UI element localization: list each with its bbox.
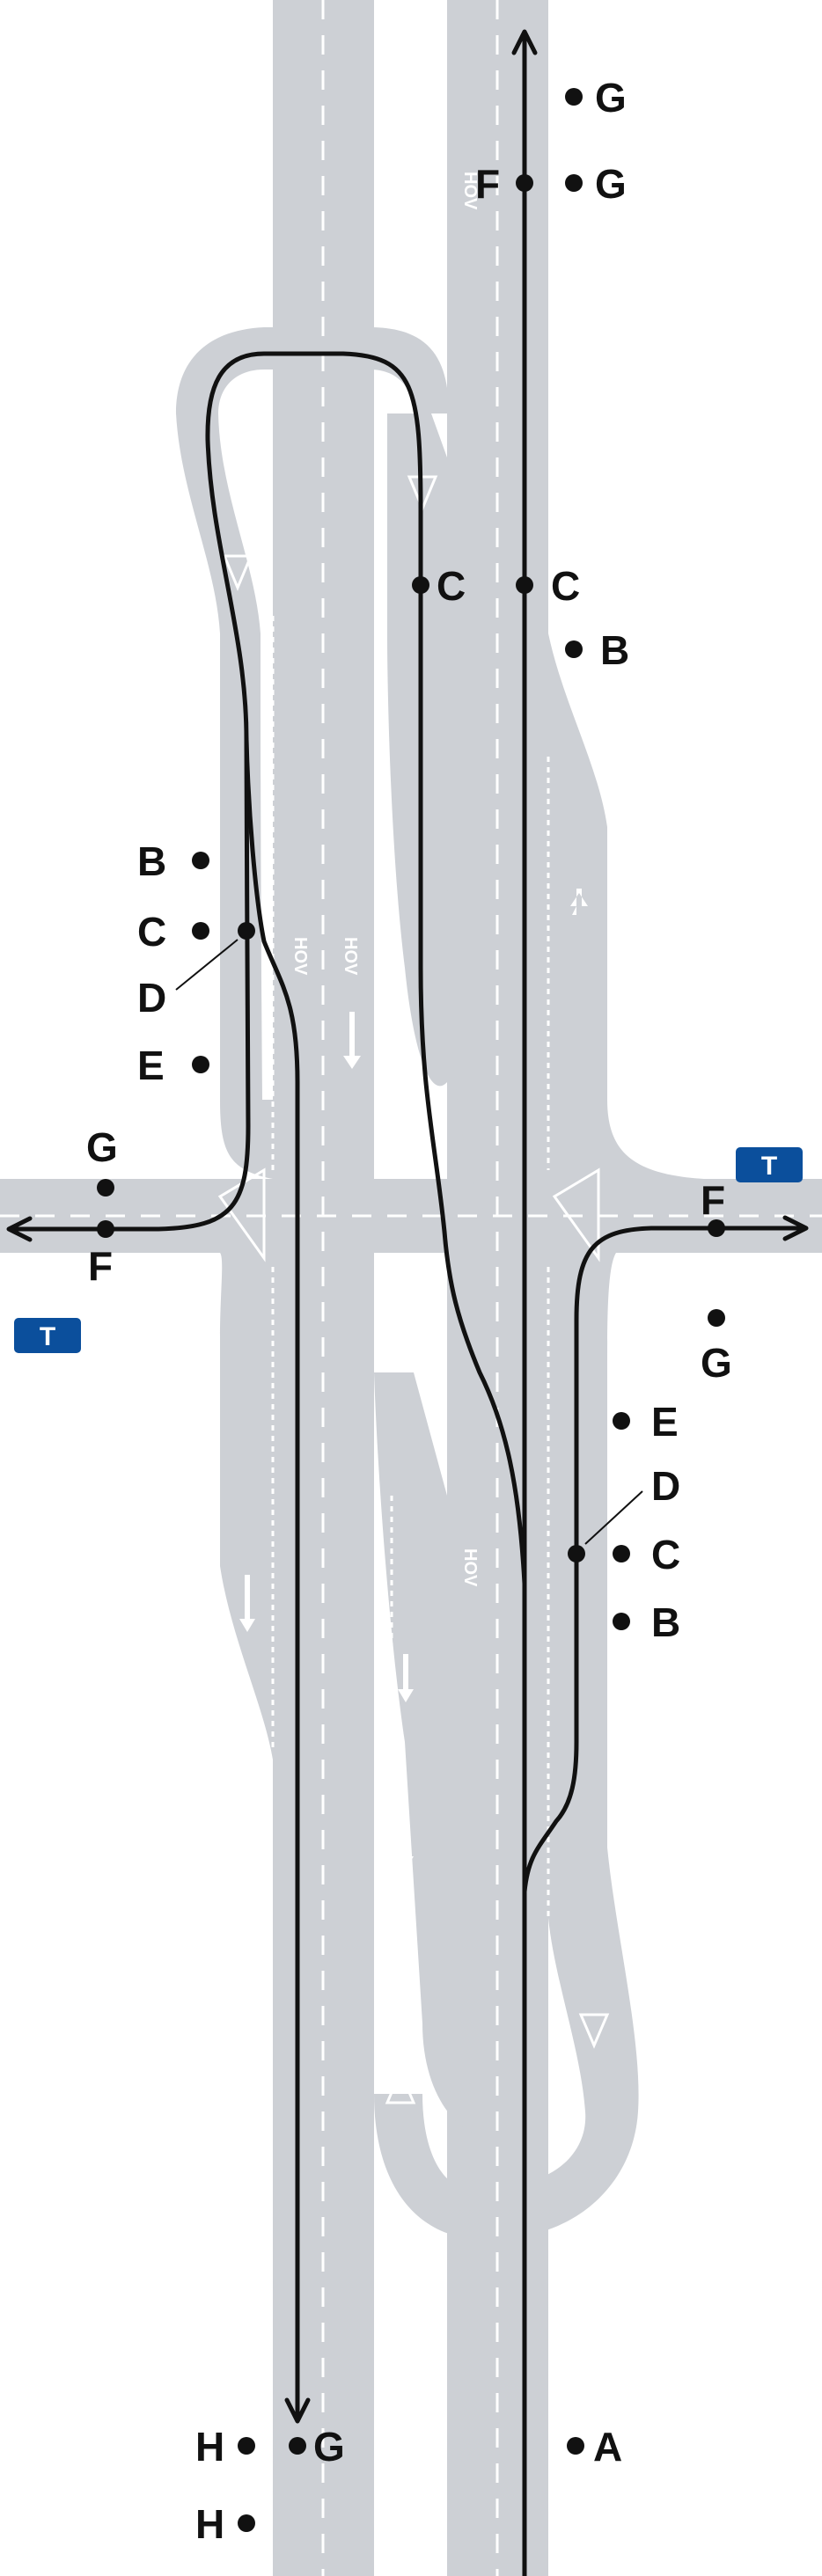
hov-marking: HOV [460,1548,480,1587]
arrowhead-icon [782,1215,809,1241]
label-c: C [651,1532,680,1577]
label-f: F [475,161,500,207]
point-labels: G F G C C B B C D E G F F G E D C B H G … [86,75,732,2547]
lane-arrow-icon [398,1654,414,1702]
east-ramp-north [548,633,704,1214]
label-b: B [137,838,166,884]
east-ramp-south [528,1253,639,2235]
label-b: B [651,1599,680,1645]
label-h: H [195,2424,224,2470]
label-d: D [137,975,166,1021]
lane-arrow-icon [570,889,588,915]
label-e: E [651,1399,679,1445]
label-g: G [595,75,627,121]
west-ramp-south [220,1253,273,1760]
central-ramp-north [387,413,493,1496]
route-east-exit [522,1226,805,1894]
sign-text: T [761,1152,777,1181]
label-g: G [701,1340,732,1386]
transit-sign-east: T [736,1147,803,1182]
label-c: C [551,563,580,609]
hov-marking: HOV [290,937,310,976]
route-west-exit [10,736,251,1232]
lane-arrow-icon [343,1012,361,1069]
label-c: C [137,909,166,955]
yield-triangle-icon [222,554,253,591]
label-h: H [195,2501,224,2547]
transit-sign-west: T [14,1318,81,1353]
yield-triangle-icon [385,2068,416,2104]
lane-arrow-icon [398,1821,414,1870]
arrowhead-icon [511,29,538,55]
hov-pavement-text: HOV HOV HOV HOV [290,172,480,1587]
label-f: F [701,1177,725,1223]
label-a: A [593,2424,622,2470]
route-southbound-loop [205,351,527,2418]
label-g: G [313,2424,345,2470]
label-e: E [137,1043,165,1088]
upper-uturn-loop [176,327,449,413]
leader-line-west-d [175,939,239,991]
hov-marking: HOV [341,937,360,976]
lane-arrows [239,889,588,1870]
label-c: C [437,563,466,609]
leader-line-east-d [584,1490,643,1545]
arrowhead-icon [6,1216,33,1242]
label-b: B [600,627,629,673]
label-g: G [86,1124,118,1170]
arrowhead-icon [284,2397,311,2424]
lane-arrow-icon [239,1575,255,1632]
point-dots [97,88,725,2532]
lower-uturn-loop [374,2094,493,2239]
central-ramp-south [374,1372,493,2138]
route-lines [6,29,809,2576]
sign-text: T [40,1322,55,1351]
west-ramp [176,413,273,1179]
hov-marking: HOV [460,172,480,210]
label-f: F [88,1243,113,1289]
label-g: G [595,161,627,207]
label-d: D [651,1463,680,1509]
yield-triangle-icon [578,2013,610,2049]
